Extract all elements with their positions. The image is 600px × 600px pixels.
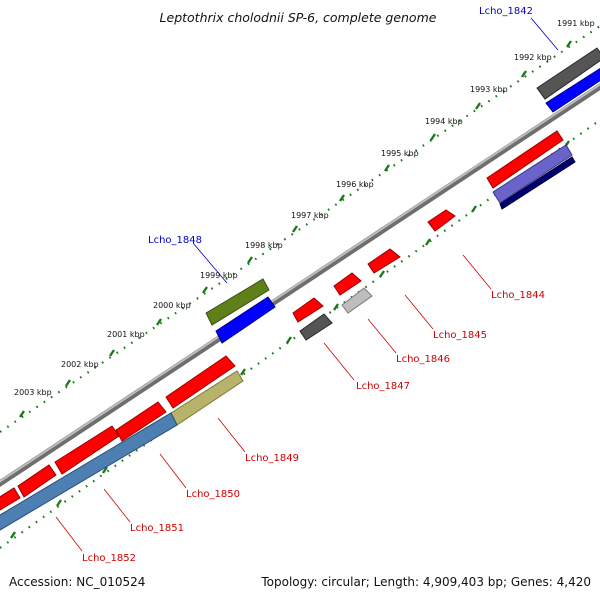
genome-summary-text: Topology: circular; Length: 4,909,403 bp… [260,575,591,589]
gene-label-lcho-1846[interactable]: Lcho_1846 [396,354,450,365]
gene-arrow-lcho-1848 [205,278,270,326]
gene-arrow-lcho-1845 [367,248,401,274]
gene-arrow-lcho-1847 [299,313,333,341]
reverse-strand-genes [0,47,600,531]
gene-arrow-lcho-1843-rev [492,144,573,204]
accession-text: Accession: NC_010524 [9,575,145,589]
gene-arrow-lcho-1846 [341,287,373,314]
tick-label-1997: 1997 kbp [291,211,329,220]
forward-strand-genes [0,130,564,511]
tick-label-1993: 1993 kbp [470,85,508,94]
gene-arrow-lcho-1844 [427,209,456,232]
genome-title: Leptothrix cholodnii SP-6, complete geno… [160,10,437,25]
genome-backbone-highlight [0,83,600,483]
tick-label-1995: 1995 kbp [381,149,419,158]
tick-label-1992: 1992 kbp [514,53,552,62]
gene-arrow-lcho-1852-red [17,464,57,498]
tick-label-1998: 1998 kbp [245,241,283,250]
tick-label-1999: 1999 kbp [200,271,238,280]
gene-label-lcho-1848[interactable]: Lcho_1848 [148,235,202,246]
gene-arrow-lcho-1842-rev [545,67,600,113]
tick-label-2002: 2002 kbp [61,360,99,369]
gene-arrow-lcho-1849-red [165,355,236,409]
label-leaders [55,17,559,552]
outer-ruler [0,25,600,433]
tick-label-2001: 2001 kbp [107,330,145,339]
outer-ruler-ticks [19,40,572,418]
gene-arrow-lcho-1842 [536,47,600,100]
tick-label-2003: 2003 kbp [14,388,52,397]
gene-label-lcho-1845[interactable]: Lcho_1845 [433,330,487,341]
tick-label-1991: 1991 kbp [557,19,595,28]
gene-arrow-lcho-1851-red [54,425,120,475]
gene-arrow-lcho-1850 [0,412,178,531]
gene-arrow-lcho-1850-red [115,401,167,442]
gene-label-lcho-1852[interactable]: Lcho_1852 [82,553,136,564]
gene-arrow-lcho-1846b [292,297,324,323]
gene-label-lcho-1851[interactable]: Lcho_1851 [130,523,184,534]
gene-arrow-lcho-1845b [333,272,362,296]
gene-arrow-lcho-1848-rev [215,296,276,344]
gene-label-lcho-1849[interactable]: Lcho_1849 [245,453,299,464]
gene-arrow-lcho-1843 [486,130,564,189]
tick-label-2000: 2000 kbp [153,301,191,310]
gene-arrow-lcho-1843-rev2 [499,156,576,210]
gene-label-lcho-1842[interactable]: Lcho_1842 [479,6,533,17]
tick-label-1996: 1996 kbp [336,180,374,189]
genome-backbone [0,83,600,487]
gene-label-lcho-1844[interactable]: Lcho_1844 [491,290,545,301]
gene-label-lcho-1850[interactable]: Lcho_1850 [186,489,240,500]
gene-arrow-lcho-1853-red [0,487,21,511]
tick-label-1994: 1994 kbp [425,117,463,126]
gene-label-lcho-1847[interactable]: Lcho_1847 [356,381,410,392]
